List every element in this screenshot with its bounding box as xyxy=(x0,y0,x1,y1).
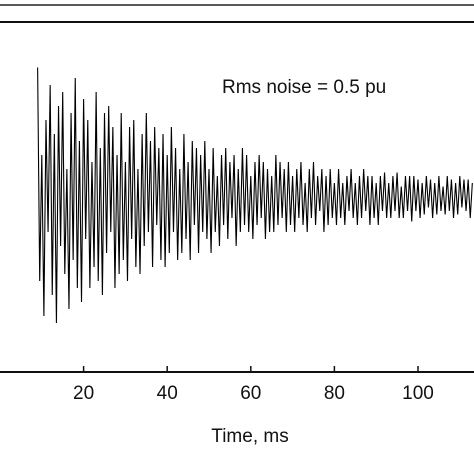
x-tick-label: 20 xyxy=(73,383,94,404)
x-tick-label: 80 xyxy=(324,383,345,404)
signal-line xyxy=(37,67,473,324)
x-tick-label: 60 xyxy=(240,383,261,404)
x-axis-label: Time, ms xyxy=(211,426,288,447)
x-tick-label: 40 xyxy=(157,383,178,404)
annotation: Rms noise = 0.5 pu xyxy=(222,77,386,98)
x-tick-label: 100 xyxy=(402,383,434,404)
